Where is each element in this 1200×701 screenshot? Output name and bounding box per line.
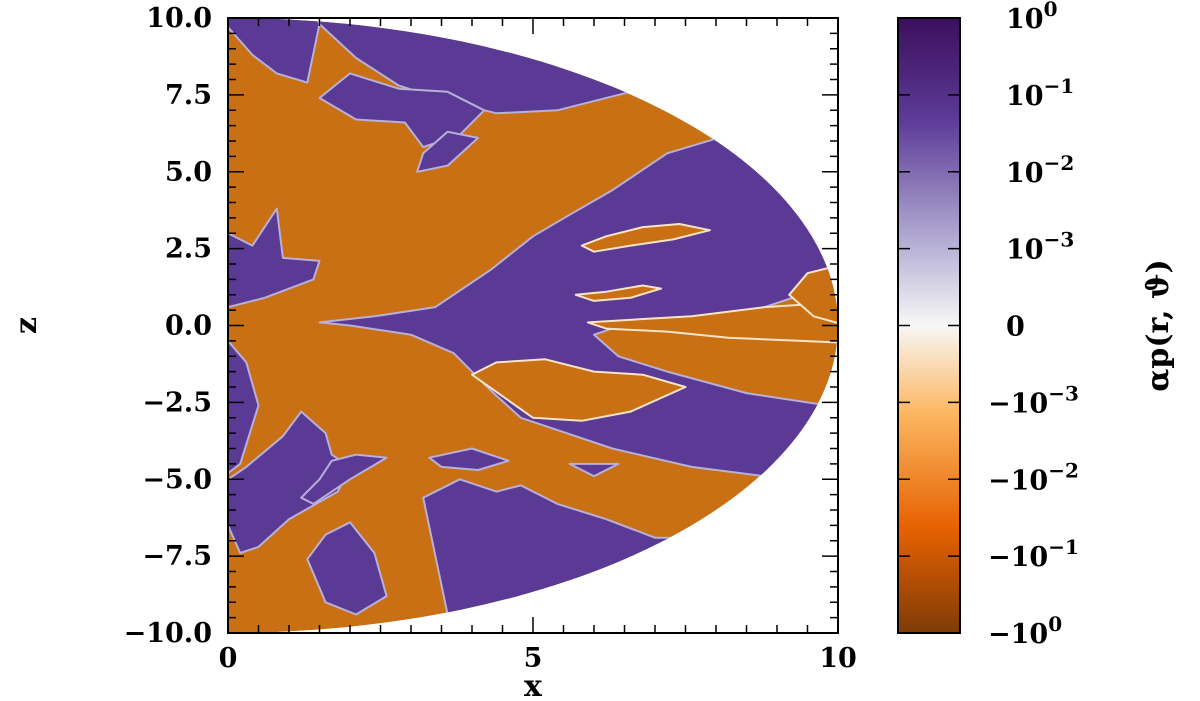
colorbar-tick-exponent: 0 xyxy=(1048,612,1062,636)
y-tick-label: −10.0 xyxy=(124,618,212,649)
colorbar-tick-label: −100 xyxy=(988,612,1062,650)
y-axis-tick-labels: 10.0 7.5 5.0 2.5 0.0 −2.5 −5.0 −7.5 −10.0 xyxy=(124,3,212,649)
colorbar-tick-exponent: −2 xyxy=(1048,458,1079,482)
negative-island-1 xyxy=(580,223,711,253)
positive-region-9 xyxy=(300,453,388,505)
positive-region-8 xyxy=(228,410,351,554)
colorbar-tick-exponent: −3 xyxy=(1044,228,1075,252)
colorbar-tick-exponent: −2 xyxy=(1044,151,1075,175)
y-tick-label: −2.5 xyxy=(142,387,212,418)
colorbar-tick-exponent: −3 xyxy=(1048,381,1079,405)
colorbar-tick-label: −10−3 xyxy=(988,381,1079,419)
colorbar-tick-exponent: −1 xyxy=(1044,74,1075,98)
negative-island-4 xyxy=(788,256,838,333)
positive-region-7 xyxy=(228,339,260,475)
positive-region-12 xyxy=(428,447,510,471)
colorbar-tick-exponent: 0 xyxy=(1044,0,1058,21)
x-tick-label: 10 xyxy=(819,643,857,674)
colorbar-tick-base: 10 xyxy=(1011,619,1049,650)
colorbar-tick-base: 10 xyxy=(1011,542,1049,573)
y-axis-title: z xyxy=(9,317,44,334)
colorbar-tick-label: 10−1 xyxy=(1006,74,1074,112)
y-tick-label: −7.5 xyxy=(142,541,212,572)
colorbar-ticks xyxy=(898,17,960,634)
x-tick-label: 0 xyxy=(219,643,238,674)
colorbar-tick-label: 0 xyxy=(1006,312,1025,343)
colorbar-tick-base: 0 xyxy=(1006,312,1025,343)
negative-island-2 xyxy=(574,284,663,302)
y-tick-label: 5.0 xyxy=(165,157,212,188)
y-tick-label: 7.5 xyxy=(165,80,212,111)
positive-region-4 xyxy=(416,130,480,173)
colorbar-tick-label: −10−2 xyxy=(988,458,1079,496)
y-axis-ticks xyxy=(228,17,838,634)
y-tick-label: 10.0 xyxy=(146,3,212,34)
colorbar-title: αp(r, ϑ) xyxy=(1141,259,1176,391)
positive-region-6 xyxy=(228,207,321,309)
colorbar-tick-base: 10 xyxy=(1006,158,1044,189)
positive-region-10 xyxy=(306,521,388,616)
negative-inner-regions xyxy=(471,223,838,422)
colorbar-tick-sign: − xyxy=(988,619,1011,650)
colorbar-tick-sign: − xyxy=(988,465,1011,496)
heatmap-field xyxy=(228,18,838,633)
positive-region-5 xyxy=(228,18,321,84)
colorbar-tick-base: 10 xyxy=(1006,235,1044,266)
colorbar-tick-label: 100 xyxy=(1006,0,1058,35)
x-tick-label: 5 xyxy=(524,643,543,674)
positive-region-13 xyxy=(568,462,620,478)
colorbar-tick-base: 10 xyxy=(1006,4,1044,35)
negative-island-3 xyxy=(586,296,838,345)
colorbar-tick-label: 10−3 xyxy=(1006,228,1074,266)
colorbar-tick-label: −10−1 xyxy=(988,535,1079,573)
colorbar-tick-base: 10 xyxy=(1006,81,1044,112)
x-axis-tick-labels: 0 5 10 xyxy=(219,643,857,674)
colorbar-tick-base: 10 xyxy=(1011,388,1049,419)
positive-region-3 xyxy=(318,72,486,149)
x-axis-title: x xyxy=(524,669,543,701)
colorbar-tick-sign: − xyxy=(988,388,1011,419)
colorbar-tick-sign: − xyxy=(988,542,1011,573)
x-axis-ticks xyxy=(227,18,839,633)
colorbar-tick-label: 10−2 xyxy=(1006,151,1074,189)
y-tick-label: 0.0 xyxy=(165,311,212,342)
negative-island-5 xyxy=(471,358,687,422)
colorbar-tick-base: 10 xyxy=(1011,465,1049,496)
y-tick-label: 2.5 xyxy=(165,234,212,265)
y-tick-label: −5.0 xyxy=(142,464,212,495)
colorbar-tick-exponent: −1 xyxy=(1048,535,1079,559)
